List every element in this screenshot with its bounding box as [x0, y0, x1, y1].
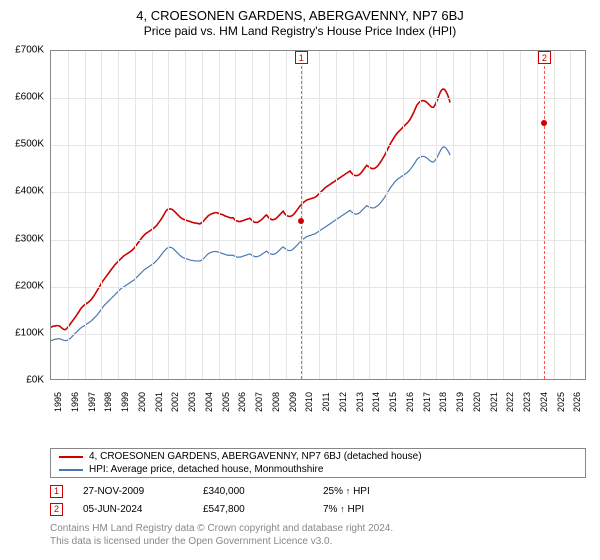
x-tick-label: 2009 [288, 392, 298, 412]
y-tick-label: £600K [15, 92, 44, 103]
event-delta: 25% ↑ HPI [323, 486, 443, 497]
y-tick-label: £200K [15, 280, 44, 291]
x-tick-label: 2025 [556, 392, 566, 412]
x-tick-label: 2000 [137, 392, 147, 412]
event-marker-2: 2 [538, 51, 551, 64]
x-tick-label: 2023 [522, 392, 532, 412]
x-tick-label: 2004 [204, 392, 214, 412]
header: 4, CROESONEN GARDENS, ABERGAVENNY, NP7 6… [0, 0, 600, 38]
x-tick-label: 2021 [489, 392, 499, 412]
subtitle: Price paid vs. HM Land Registry's House … [0, 24, 600, 38]
legend-swatch [59, 456, 83, 458]
x-tick-label: 2011 [321, 392, 331, 411]
x-tick-label: 1997 [87, 392, 97, 412]
event-date: 27-NOV-2009 [83, 486, 203, 497]
event-row: 2 05-JUN-2024£547,8007% ↑ HPI [50, 500, 586, 518]
chart-area: £0K £100K £200K £300K £400K £500K £600K £700K 1… [0, 46, 600, 416]
legend-label: HPI: Average price, detached house, Monm… [89, 464, 323, 475]
x-tick-label: 1995 [53, 392, 63, 412]
chart-container: 4, CROESONEN GARDENS, ABERGAVENNY, NP7 6… [0, 0, 600, 560]
event-marker-icon: 2 [50, 503, 63, 516]
y-tick-label: £100K [15, 327, 44, 338]
x-tick-label: 2005 [221, 392, 231, 412]
x-tick-label: 2020 [472, 392, 482, 412]
x-tick-label: 2024 [539, 392, 549, 412]
event-delta: 7% ↑ HPI [323, 504, 443, 515]
event-price: £340,000 [203, 486, 323, 497]
x-tick-label: 2019 [455, 392, 465, 412]
event-marker-1: 1 [295, 51, 308, 64]
event-marker-icon: 1 [50, 485, 63, 498]
legend-swatch [59, 469, 83, 471]
x-tick-label: 2016 [405, 392, 415, 412]
y-tick-label: £700K [15, 45, 44, 56]
data-point [298, 218, 304, 224]
y-axis-labels: £0K £100K £200K £300K £400K £500K £600K £700K [0, 46, 48, 416]
x-tick-label: 2012 [338, 392, 348, 412]
footer-line-1: Contains HM Land Registry data © Crown c… [50, 522, 393, 535]
title: 4, CROESONEN GARDENS, ABERGAVENNY, NP7 6… [0, 8, 600, 23]
x-tick-label: 2022 [505, 392, 515, 412]
line-chart-svg [51, 51, 585, 379]
x-tick-label: 2013 [355, 392, 365, 412]
x-axis-labels: 1995 1996 1997 1998 1999 2000 2001 2002 2003 2004… [50, 384, 586, 412]
x-tick-label: 1999 [120, 392, 130, 412]
event-table: 1 27-NOV-2009£340,00025% ↑ HPI 2 05-JUN-202… [50, 482, 586, 518]
x-tick-label: 2026 [572, 392, 582, 412]
x-tick-label: 2007 [254, 392, 264, 412]
legend-label: 4, CROESONEN GARDENS, ABERGAVENNY, NP7 6… [89, 451, 422, 462]
data-point [541, 120, 547, 126]
series-line-hpi [51, 147, 450, 341]
footer: Contains HM Land Registry data © Crown c… [50, 522, 393, 548]
x-tick-label: 2002 [170, 392, 180, 412]
y-tick-label: £400K [15, 186, 44, 197]
event-date: 05-JUN-2024 [83, 504, 203, 515]
series-line-property [51, 89, 450, 330]
y-tick-label: £0K [26, 375, 44, 386]
x-tick-label: 2003 [187, 392, 197, 412]
y-tick-label: £300K [15, 233, 44, 244]
footer-line-2: This data is licensed under the Open Gov… [50, 535, 393, 548]
legend-item: HPI: Average price, detached house, Monm… [59, 463, 577, 476]
x-tick-label: 1996 [70, 392, 80, 412]
x-tick-label: 2018 [438, 392, 448, 412]
legend: 4, CROESONEN GARDENS, ABERGAVENNY, NP7 6… [50, 448, 586, 478]
x-tick-label: 2015 [388, 392, 398, 412]
legend-item: 4, CROESONEN GARDENS, ABERGAVENNY, NP7 6… [59, 450, 577, 463]
event-row: 1 27-NOV-2009£340,00025% ↑ HPI [50, 482, 586, 500]
event-price: £547,800 [203, 504, 323, 515]
x-tick-label: 2017 [422, 392, 432, 412]
plot-area: 12 [50, 50, 586, 380]
x-tick-label: 2008 [271, 392, 281, 412]
x-tick-label: 2006 [237, 392, 247, 412]
x-tick-label: 2001 [154, 392, 164, 412]
y-tick-label: £500K [15, 139, 44, 150]
x-tick-label: 2014 [371, 392, 381, 412]
x-tick-label: 1998 [103, 392, 113, 412]
x-tick-label: 2010 [304, 392, 314, 412]
